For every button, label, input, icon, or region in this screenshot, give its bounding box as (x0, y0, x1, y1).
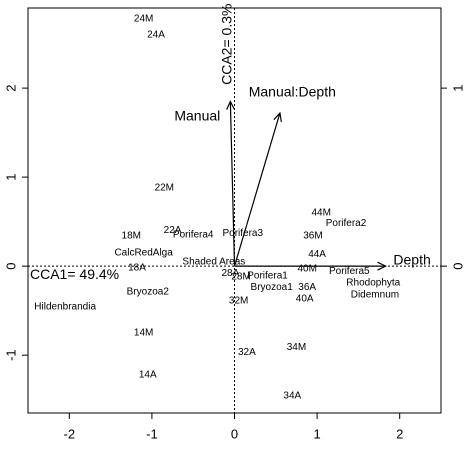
site-label: 24A (147, 29, 165, 40)
site-label: 22M (155, 182, 174, 193)
arrow-label: Depth (393, 251, 430, 267)
species-label: Porifera4 (173, 230, 214, 241)
species-label: Bryozoa2 (127, 287, 170, 298)
site-label: 44M (312, 207, 331, 218)
y2-tick-label: 1 (450, 84, 465, 91)
arrow-head (273, 111, 282, 123)
site-label: 32M (229, 295, 248, 306)
species-label: Rhodophyta (346, 278, 400, 289)
species-label: Porifera2 (326, 218, 367, 229)
site-label: 24M (134, 13, 153, 24)
x-tick-label: 2 (396, 426, 403, 441)
site-label: 36A (298, 282, 316, 293)
species-label: Didemnum (351, 289, 399, 300)
cca2-annotation: CCA2= 0.3% (219, 4, 235, 85)
species-label: Porifera5 (329, 266, 370, 277)
y-tick-label: 0 (3, 263, 18, 270)
arrow-head (226, 100, 236, 110)
site-label: 28M (231, 271, 250, 282)
y-axis-right-ticks: 01 (441, 84, 465, 270)
y-tick-label: 2 (3, 84, 18, 91)
site-label: 18M (122, 231, 141, 242)
species-label: CalcRedAlga (114, 247, 173, 258)
arrow-head (377, 261, 388, 271)
y2-tick-label: 0 (450, 263, 465, 270)
axis-annotations: CCA1= 49.4% CCA2= 0.3% (30, 4, 235, 282)
species-label: Bryozoa1 (251, 282, 294, 293)
species-label: Hildenbrandia (34, 302, 96, 313)
site-label: 14M (134, 328, 153, 339)
arrow-label: Manual:Depth (249, 83, 336, 99)
site-label: 28A (221, 268, 239, 279)
y-axis-left-ticks: -1 0 1 2 (3, 84, 28, 361)
arrow-shaft (229, 101, 236, 267)
site-label: 22A (164, 225, 182, 236)
site-label: 32A (238, 347, 256, 358)
biplot-arrow-labels: Manual Manual:Depth Depth (174, 83, 430, 267)
species-labels: Porifera2 Porifera4 Porifera3 CalcRedAlga Sh… (34, 218, 400, 313)
site-label: 18A (128, 263, 146, 274)
y-tick-label: -1 (3, 349, 18, 361)
species-label: Porifera3 (222, 228, 263, 239)
site-label: 14A (139, 369, 157, 380)
x-tick-label: -2 (64, 426, 76, 441)
cca1-annotation: CCA1= 49.4% (30, 266, 119, 282)
site-label: 40A (296, 294, 314, 305)
species-label: Shaded Areas (182, 256, 245, 267)
species-label: Porifera1 (247, 271, 288, 282)
arrow-shaft (233, 112, 281, 267)
y-tick-label: 1 (3, 174, 18, 181)
site-label: 44A (308, 249, 326, 260)
site-label: 34M (287, 342, 306, 353)
x-tick-label: -1 (146, 426, 158, 441)
arrow-label: Manual (174, 107, 220, 123)
site-label: 36M (303, 231, 322, 242)
x-axis-ticks: -2 -1 0 1 2 (64, 413, 403, 441)
x-tick-label: 0 (231, 426, 238, 441)
biplot-arrows (226, 100, 388, 271)
site-label: 40M (297, 263, 316, 274)
x-tick-label: 1 (313, 426, 320, 441)
site-label: 34A (283, 391, 301, 402)
